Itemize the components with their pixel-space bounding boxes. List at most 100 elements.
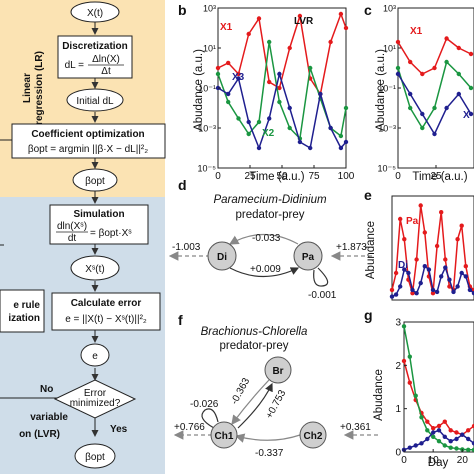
panel-e-di-label: Di	[398, 260, 408, 271]
data-point-di	[398, 284, 403, 289]
data-point-ch2	[466, 436, 471, 442]
data-point-br	[448, 428, 453, 433]
data-point-ch1	[407, 354, 412, 359]
data-point-di	[455, 284, 460, 289]
data-point-x2	[408, 105, 413, 111]
no-label: No	[40, 384, 53, 395]
data-point-di	[406, 270, 411, 276]
data-point-ch1	[471, 447, 474, 452]
y-tick-label: 10⁻³	[378, 124, 396, 134]
node-ch2-label: Ch2	[304, 431, 323, 442]
data-point-ch2	[442, 434, 447, 439]
data-point-x1	[297, 13, 303, 19]
data-point-x1	[267, 79, 272, 85]
data-point-x2	[456, 71, 461, 77]
panel-e-pa-label: Pa	[406, 216, 419, 227]
data-point-x1	[456, 45, 461, 51]
simulation-title: Simulation	[73, 209, 124, 220]
data-point-x2	[338, 133, 344, 139]
node-beta-opt	[72, 168, 118, 192]
data-point-x1	[338, 11, 344, 17]
data-point-x3	[297, 139, 303, 145]
data-point-br	[471, 423, 474, 429]
data-point-pa	[389, 287, 395, 293]
final-beta-label: βopt	[85, 452, 105, 463]
network-f-subtitle: predator-prey	[219, 340, 288, 352]
data-point-pa	[430, 291, 436, 296]
data-point-x1	[444, 36, 449, 41]
data-point-x2	[444, 59, 449, 65]
data-point-x2	[277, 99, 282, 105]
data-point-pa	[398, 216, 403, 222]
data-point-pa	[443, 257, 448, 262]
data-point-x3	[328, 125, 333, 131]
panel-b-x3-label: X3	[232, 72, 245, 83]
series-line-x2	[217, 41, 347, 141]
panel-b-ylabel: Abudance (a.u.)	[193, 49, 205, 131]
data-point-ch1	[401, 324, 407, 329]
panel-c-x1-label: X1	[410, 26, 423, 37]
y-tick-label: 10¹	[383, 44, 396, 54]
data-point-x2	[256, 119, 262, 125]
node-di-label: Di	[217, 252, 227, 263]
data-point-x1	[468, 51, 474, 57]
w-ch1-self: -0.026	[190, 399, 219, 410]
node-ch1-label: Ch1	[215, 431, 234, 442]
data-point-x3	[338, 145, 344, 151]
panel-c-xlabel: Time (a.u.)	[412, 171, 467, 183]
discretization-box	[57, 35, 133, 79]
panel-label-e: e	[364, 187, 372, 203]
data-point-ch2	[431, 430, 436, 435]
data-point-x2	[226, 99, 231, 105]
w-ch2-to-ch1: -0.337	[255, 448, 284, 459]
data-point-x2	[420, 125, 425, 131]
data-point-x2	[343, 105, 349, 111]
y-tick-label: 10⁻⁵	[198, 164, 217, 174]
data-point-pa	[455, 237, 460, 242]
node-ch1	[210, 421, 238, 449]
data-point-pa	[447, 284, 452, 289]
data-point-ch2	[471, 441, 474, 446]
panel-label-b: b	[178, 2, 187, 18]
network-d-edges	[168, 234, 372, 287]
data-point-x1	[420, 71, 425, 77]
decision-line2: minimized?	[70, 398, 121, 409]
simulation-eq-den: dt	[68, 233, 77, 244]
node-pa	[293, 241, 323, 271]
simulation-eq-num: dln(Xˢ)	[57, 221, 87, 232]
data-point-ch1	[442, 443, 447, 448]
data-point-x1	[215, 65, 221, 71]
data-point-x2	[236, 116, 241, 121]
y-tick-label: 10³	[383, 4, 396, 14]
data-point-x1	[343, 25, 349, 31]
node-xs-of-t	[70, 255, 120, 281]
data-point-di	[389, 294, 395, 299]
simulation-box	[49, 204, 149, 245]
panel-e-plot	[389, 195, 474, 301]
panel-label-g: g	[364, 307, 373, 323]
data-point-x3	[226, 91, 231, 97]
x-tick-label: 10	[428, 455, 440, 466]
simulation-eq-right: = βopt·Xˢ	[90, 228, 132, 239]
data-point-pa	[393, 270, 399, 276]
y-tick-label: 10⁻¹	[198, 84, 216, 94]
flowchart	[0, 22, 99, 437]
data-point-ch2	[419, 441, 424, 446]
data-point-di	[402, 267, 407, 272]
data-point-pa	[434, 243, 440, 249]
data-point-pa	[459, 223, 464, 228]
data-point-x3	[287, 105, 292, 111]
xs-of-t-label: Xˢ(t)	[85, 264, 105, 275]
y-tick-label: 0	[395, 448, 401, 459]
w-in-ch1: +0.766	[174, 422, 205, 433]
data-point-br	[436, 423, 442, 429]
data-point-x2	[267, 39, 272, 45]
data-point-pa	[410, 291, 415, 296]
yes-label: Yes	[110, 424, 128, 435]
data-point-di	[414, 291, 419, 296]
panel-e-ylabel: Abundance	[365, 221, 377, 279]
data-point-br	[407, 380, 412, 385]
x-tick-label: 0	[401, 455, 407, 466]
network-f-title: Brachionus-Chlorella	[201, 326, 308, 338]
w-di-to-pa: +0.009	[250, 264, 281, 275]
